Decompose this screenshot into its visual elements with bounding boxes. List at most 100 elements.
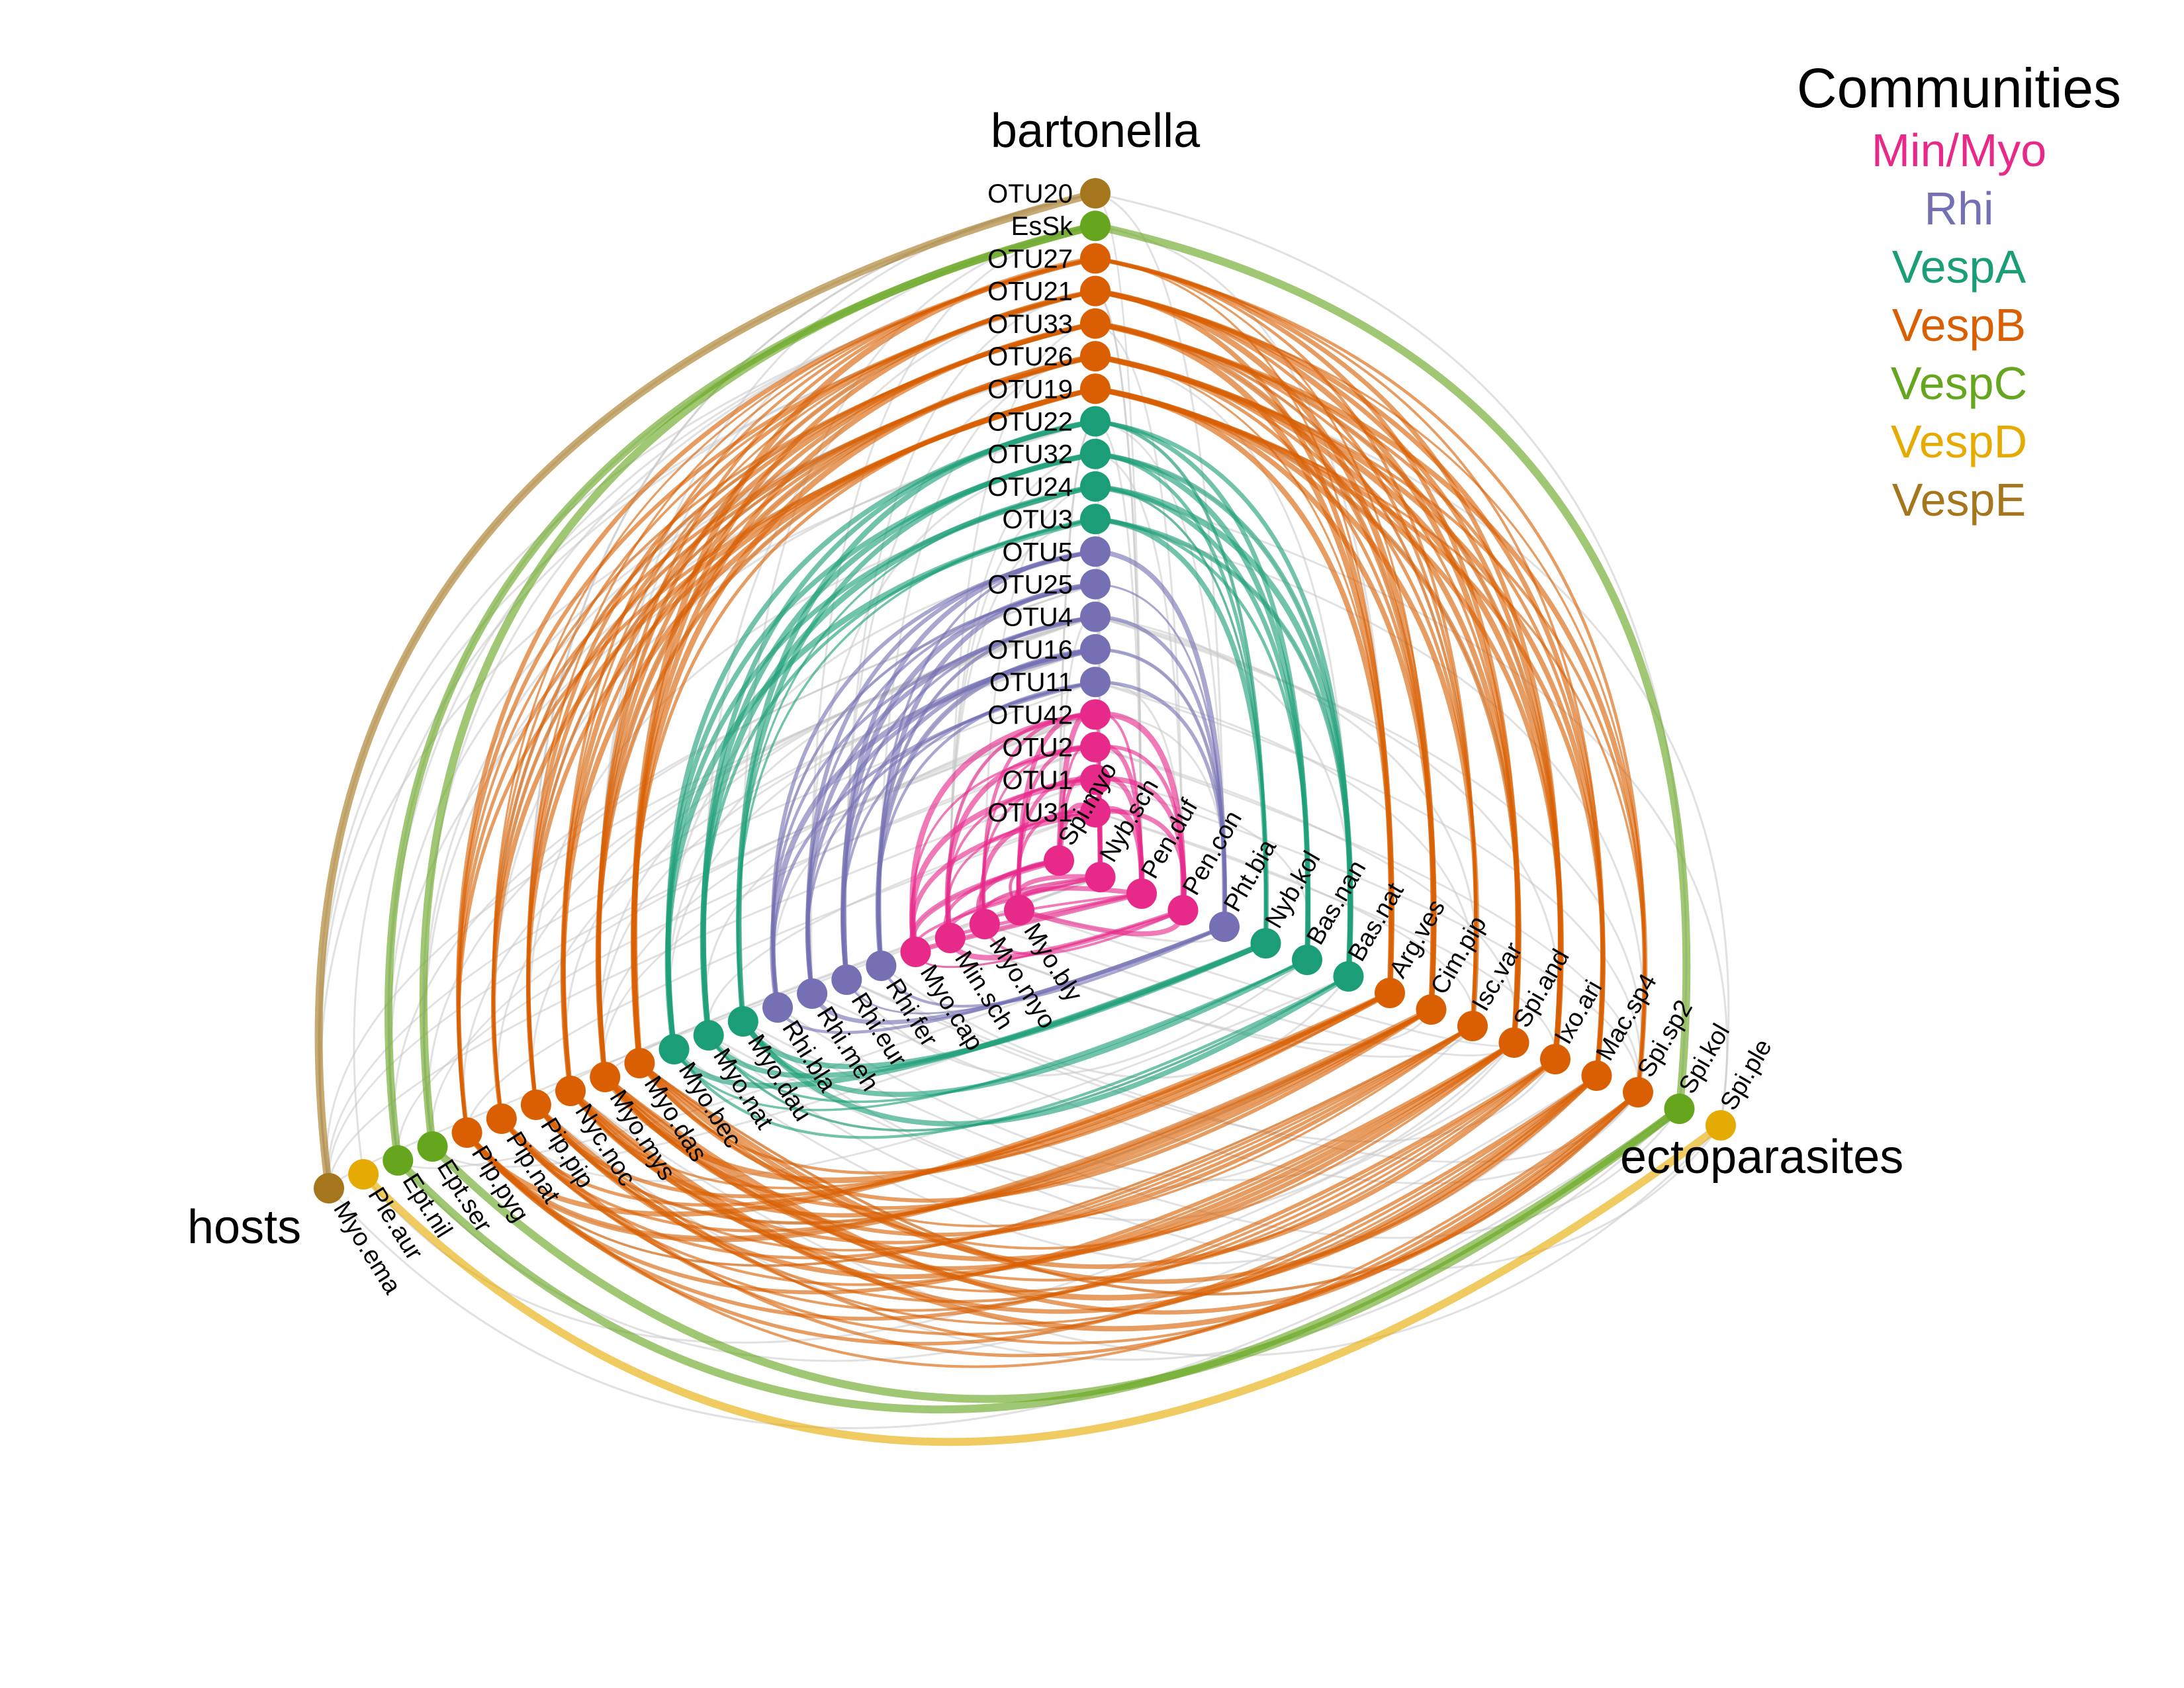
edge bbox=[707, 975, 1350, 1132]
node-rhi-fer bbox=[866, 951, 897, 981]
node-otu1 bbox=[1080, 764, 1111, 795]
edge bbox=[314, 189, 1099, 1192]
edge bbox=[396, 925, 1226, 1170]
node-otu42 bbox=[1080, 699, 1111, 730]
node-label: OTU22 bbox=[987, 408, 1073, 437]
node-bas-nat bbox=[1333, 961, 1364, 992]
edge bbox=[1094, 811, 1475, 1027]
node-pht-bia bbox=[1209, 912, 1240, 942]
node-pen-duf bbox=[1126, 878, 1157, 909]
node-otu21 bbox=[1080, 275, 1111, 306]
edge bbox=[876, 680, 1097, 968]
node-otu4 bbox=[1080, 601, 1111, 632]
node-otu24 bbox=[1080, 471, 1111, 502]
edge bbox=[740, 974, 1351, 1127]
edge bbox=[535, 1103, 1680, 1361]
node-nyb-sch bbox=[1085, 862, 1116, 892]
edge bbox=[1094, 778, 1640, 1094]
node-spi-myo bbox=[1044, 845, 1074, 876]
axis-label-ectoparasites: ectoparasites bbox=[1620, 1131, 1903, 1184]
node-myo-ema bbox=[314, 1173, 344, 1203]
node-myo-bly bbox=[1004, 895, 1034, 925]
node-ept-nil bbox=[383, 1145, 414, 1176]
node-label: OTU5 bbox=[1002, 538, 1073, 567]
node-pip-pyg bbox=[451, 1117, 482, 1148]
node-otu22 bbox=[1080, 406, 1111, 437]
node-myo-mys bbox=[590, 1062, 621, 1092]
node-label: OTU2 bbox=[1002, 733, 1073, 763]
node-pip-nat bbox=[486, 1103, 517, 1134]
node-label: OTU4 bbox=[1002, 603, 1073, 632]
node-pip-pip bbox=[520, 1090, 551, 1120]
node-myo-myo bbox=[969, 909, 1000, 939]
node-otu19 bbox=[1080, 373, 1111, 404]
edge bbox=[1094, 290, 1143, 895]
edge bbox=[604, 1058, 1557, 1282]
node-ept-ser bbox=[417, 1131, 448, 1162]
node-min-sch bbox=[934, 923, 966, 953]
edge bbox=[1093, 809, 1187, 913]
node-layer bbox=[314, 178, 1736, 1203]
edge bbox=[845, 978, 1557, 1143]
node-rhi-meh bbox=[797, 978, 828, 1009]
node-ple-aur bbox=[348, 1159, 379, 1190]
edge bbox=[1091, 222, 1691, 1113]
node-otu11 bbox=[1080, 667, 1111, 698]
node-label: OTU1 bbox=[1002, 766, 1073, 795]
edge bbox=[359, 1121, 1725, 1446]
edge bbox=[534, 1091, 1639, 1344]
node-otu3 bbox=[1080, 504, 1111, 535]
edge bbox=[1094, 616, 1643, 1094]
edge bbox=[328, 778, 1097, 1190]
node-otu20 bbox=[1080, 178, 1111, 209]
node-label: OTU42 bbox=[987, 700, 1073, 729]
legend-item: VespA bbox=[1891, 241, 2026, 293]
node-spi-ple bbox=[1706, 1110, 1736, 1141]
edge bbox=[809, 924, 1227, 1025]
edge bbox=[428, 1105, 1684, 1403]
node-otu33 bbox=[1080, 308, 1111, 339]
edge bbox=[880, 925, 1226, 1008]
node-label: OTU20 bbox=[987, 179, 1073, 209]
node-ixo-ari bbox=[1540, 1044, 1570, 1074]
edge bbox=[1016, 810, 1097, 912]
edge bbox=[568, 1073, 1599, 1314]
edge bbox=[638, 1025, 1474, 1228]
edge bbox=[602, 1072, 1600, 1301]
edge bbox=[776, 1006, 1515, 1182]
edge bbox=[1093, 680, 1227, 929]
node-label: OTU3 bbox=[1002, 505, 1073, 534]
edge bbox=[672, 974, 1350, 1139]
node-label: OTU26 bbox=[987, 342, 1073, 371]
node-arg-ves bbox=[1375, 978, 1405, 1008]
node-otu26 bbox=[1080, 341, 1111, 372]
edge bbox=[568, 1040, 1516, 1271]
edge bbox=[500, 1074, 1598, 1336]
node-cim-pip bbox=[1416, 994, 1447, 1025]
edge bbox=[419, 222, 1099, 1150]
node-label: OTU25 bbox=[987, 571, 1073, 600]
edge bbox=[394, 1105, 1684, 1414]
node-rhi-bla bbox=[762, 992, 793, 1023]
edge bbox=[910, 810, 1098, 955]
legend-items: Min/Myo Rhi VespA VespB VespC VespD VespE bbox=[1747, 121, 2171, 529]
edge bbox=[534, 1057, 1557, 1303]
edge bbox=[1093, 516, 1269, 946]
edge bbox=[466, 811, 1097, 1134]
edge bbox=[430, 713, 1097, 1148]
edge bbox=[983, 909, 1185, 956]
edge bbox=[631, 387, 1097, 1065]
node-myo-bec bbox=[659, 1034, 690, 1064]
edge bbox=[602, 713, 1097, 1078]
node-label: OTU16 bbox=[987, 635, 1073, 665]
axis-label-layer: bartonella hosts ectoparasites bbox=[187, 105, 1903, 1254]
edge bbox=[880, 355, 1097, 967]
edge bbox=[672, 959, 1308, 1111]
node-myo-das bbox=[624, 1048, 655, 1078]
edge bbox=[465, 1091, 1639, 1368]
legend: Communities Min/Myo Rhi VespA VespB VespC Ves… bbox=[1747, 56, 2171, 529]
node-label: OTU24 bbox=[987, 473, 1073, 502]
node-label: OTU27 bbox=[987, 244, 1073, 273]
edge bbox=[637, 1060, 1599, 1284]
